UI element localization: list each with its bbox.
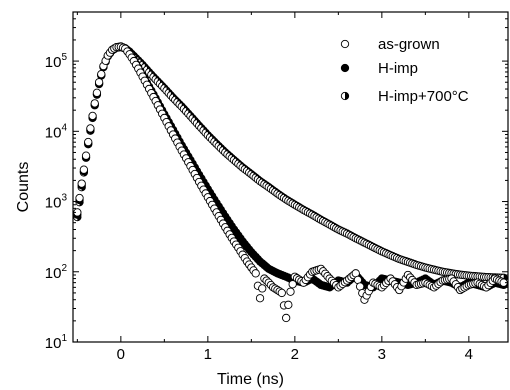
y-tick-label: 105: [45, 52, 68, 71]
data-point: [281, 313, 291, 323]
data-point: [77, 179, 86, 188]
y-axis-label: Counts: [15, 162, 32, 213]
y-tick-label: 104: [45, 122, 68, 141]
series-2: [73, 42, 508, 292]
data-point-interp: [97, 69, 106, 79]
legend: as-grown H-imp H-imp+700°C: [340, 36, 469, 105]
legend-marker: [340, 91, 350, 101]
data-point-interp: [288, 280, 297, 289]
y-tick-exponent: 2: [61, 263, 67, 274]
y-tick-exponent: 1: [61, 333, 67, 344]
data-point-interp: [92, 88, 102, 97]
legend-label: H-imp+700°C: [378, 88, 469, 105]
x-tick-label: 4: [465, 346, 473, 363]
y-tick-exponent: 5: [61, 52, 67, 63]
x-axis-label: Time (ns): [217, 371, 284, 388]
y-tick-label: 101: [45, 333, 68, 352]
y-tick-base: 10: [45, 195, 62, 212]
legend-item: H-imp+700°C: [340, 88, 469, 105]
x-tick-label: 1: [204, 346, 212, 363]
y-tick-exponent: 3: [61, 193, 67, 204]
data-point: [255, 294, 265, 303]
data-point-interp: [79, 165, 89, 174]
data-point: [286, 287, 295, 296]
data-point-interp: [84, 137, 93, 147]
y-tick-label: 102: [45, 263, 68, 282]
y-tick-base: 10: [45, 335, 62, 352]
data-point: [81, 151, 91, 160]
data-point: [277, 288, 286, 298]
series-3: [73, 42, 508, 282]
legend-label: as-grown: [378, 36, 440, 53]
x-tick-label: 3: [378, 346, 386, 363]
data-point: [251, 269, 260, 278]
legend-item: H-imp: [340, 60, 418, 77]
y-tick-exponent: 4: [61, 122, 67, 133]
data-point-interp: [75, 193, 84, 203]
data-layer: [73, 42, 508, 323]
legend-label: H-imp: [378, 60, 418, 77]
legend-item: as-grown: [340, 36, 440, 53]
y-tick-label: 103: [45, 193, 68, 212]
x-tick-label: 0: [117, 346, 125, 363]
series-1: [73, 42, 508, 323]
plot-frame: [72, 11, 509, 343]
data-point: [86, 124, 95, 133]
legend-marker: [340, 63, 350, 73]
legend-marker: [340, 39, 350, 49]
y-tick-base: 10: [45, 265, 62, 282]
x-tick-label: 2: [291, 346, 299, 363]
data-point: [94, 78, 104, 87]
data-point: [90, 99, 99, 108]
data-point-interp: [88, 111, 97, 121]
y-tick-base: 10: [45, 124, 62, 141]
data-point-interp: [258, 284, 267, 293]
y-tick-base: 10: [45, 54, 62, 71]
data-point-interp: [284, 300, 293, 309]
